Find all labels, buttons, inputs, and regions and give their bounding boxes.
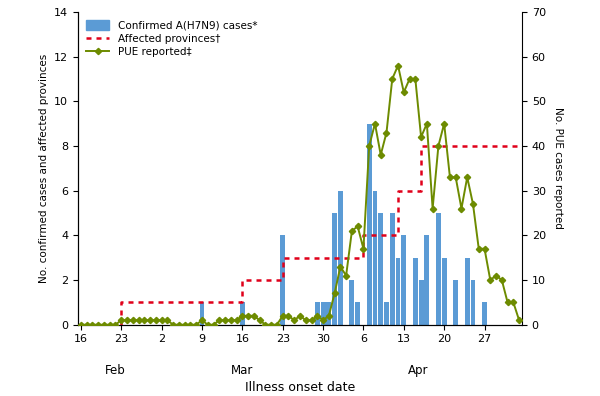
Bar <box>200 303 205 325</box>
Bar <box>390 213 395 325</box>
Bar <box>453 280 458 325</box>
Y-axis label: No. confirmed cases and affected provinces: No. confirmed cases and affected provinc… <box>38 54 49 283</box>
Bar <box>401 235 406 325</box>
Bar <box>240 303 245 325</box>
Bar <box>280 235 285 325</box>
Bar <box>320 303 326 325</box>
Legend: Confirmed A(H7N9) cases*, Affected provinces†, PUE reported‡: Confirmed A(H7N9) cases*, Affected provi… <box>83 17 260 60</box>
Bar <box>482 303 487 325</box>
Bar <box>355 303 360 325</box>
Text: Apr: Apr <box>408 364 428 377</box>
Y-axis label: No. PUE cases reported: No. PUE cases reported <box>553 107 563 229</box>
X-axis label: Illness onset date: Illness onset date <box>245 381 355 394</box>
Bar <box>338 190 343 325</box>
Bar <box>332 213 337 325</box>
Bar <box>384 303 389 325</box>
Text: Feb: Feb <box>105 364 126 377</box>
Bar <box>436 213 441 325</box>
Bar <box>419 280 424 325</box>
Bar <box>378 213 383 325</box>
Bar <box>442 258 446 325</box>
Bar <box>465 258 470 325</box>
Bar <box>470 280 475 325</box>
Text: Mar: Mar <box>231 364 254 377</box>
Bar <box>367 124 371 325</box>
Bar <box>326 303 331 325</box>
Bar <box>349 280 355 325</box>
Bar <box>413 258 418 325</box>
Bar <box>315 303 320 325</box>
Bar <box>424 235 430 325</box>
Bar <box>373 190 377 325</box>
Bar <box>395 258 400 325</box>
